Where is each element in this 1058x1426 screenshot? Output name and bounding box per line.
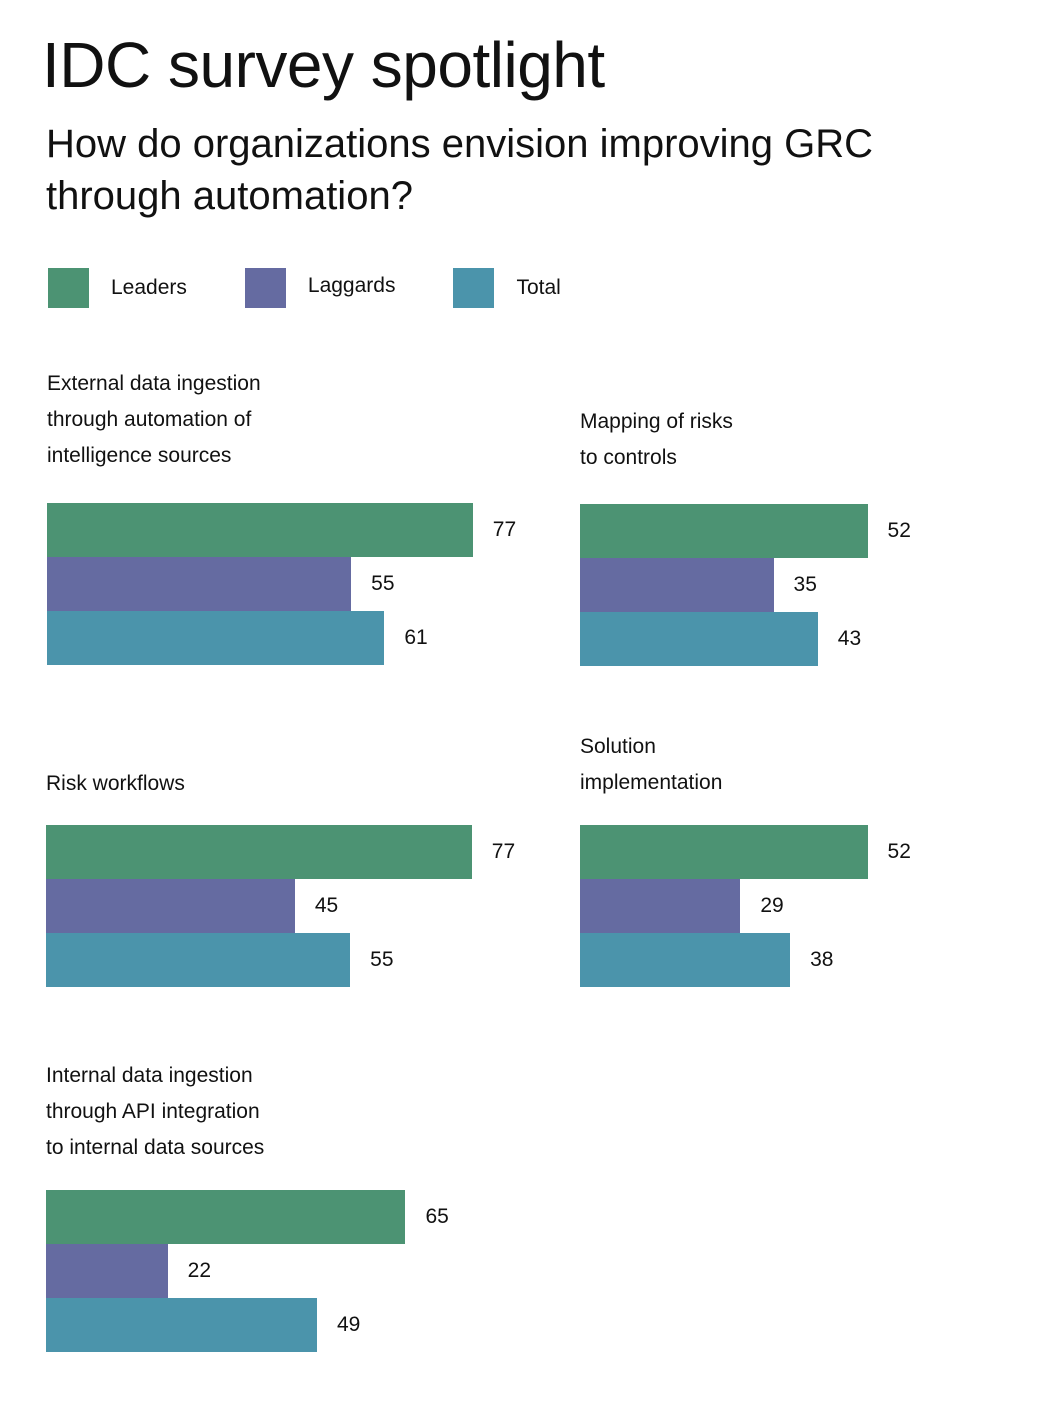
data-label-leaders: 77 bbox=[492, 518, 517, 541]
bar-total bbox=[46, 933, 351, 987]
legend: Leaders Laggards Total bbox=[48, 268, 619, 308]
data-label-leaders: 52 bbox=[887, 519, 911, 542]
bar-total bbox=[46, 1298, 317, 1352]
bar-leaders bbox=[46, 1190, 406, 1244]
data-label-total: 38 bbox=[810, 948, 834, 971]
bar-laggards bbox=[47, 557, 352, 611]
data-label-leaders: 52 bbox=[887, 840, 911, 863]
legend-item-leaders: Leaders bbox=[48, 268, 187, 308]
bar-leaders bbox=[580, 504, 868, 558]
bar-leaders bbox=[46, 825, 472, 879]
bar-laggards bbox=[46, 1244, 168, 1298]
data-label-laggards: 55 bbox=[371, 572, 395, 595]
panel-title: Mapping of risks to controls bbox=[580, 410, 733, 469]
data-label-laggards: 35 bbox=[793, 573, 817, 596]
legend-swatch-total bbox=[453, 268, 495, 308]
bar-total bbox=[47, 611, 385, 665]
page-title: IDC survey spotlight bbox=[42, 29, 605, 101]
bar-total bbox=[580, 612, 818, 666]
legend-swatch-leaders bbox=[48, 268, 89, 308]
data-label-total: 55 bbox=[370, 948, 394, 971]
bar-leaders bbox=[580, 825, 868, 879]
panel-title: Risk workflows bbox=[46, 772, 185, 795]
bar-leaders bbox=[47, 503, 473, 557]
data-label-total: 61 bbox=[404, 626, 428, 649]
bar-laggards bbox=[46, 879, 295, 933]
data-label-leaders: 77 bbox=[491, 840, 516, 863]
data-label-laggards: 45 bbox=[314, 894, 339, 917]
data-label-leaders: 65 bbox=[425, 1205, 449, 1228]
legend-item-laggards: Laggards bbox=[244, 264, 396, 308]
data-label-laggards: 22 bbox=[187, 1259, 212, 1282]
legend-swatch-laggards bbox=[244, 268, 286, 308]
data-label-total: 43 bbox=[837, 627, 862, 650]
bar-laggards bbox=[580, 879, 741, 933]
bar-laggards bbox=[580, 558, 774, 612]
panel-title: Internal data ingestion through API inte… bbox=[46, 1064, 265, 1159]
panel-title: Solution implementation bbox=[580, 735, 723, 794]
data-label-total: 49 bbox=[336, 1313, 361, 1336]
legend-label: Laggards bbox=[307, 274, 396, 297]
legend-label: Leaders bbox=[111, 276, 187, 299]
bar-total bbox=[580, 933, 791, 987]
data-label-laggards: 29 bbox=[760, 894, 784, 917]
legend-label: Total bbox=[516, 276, 561, 299]
legend-item-total: Total bbox=[453, 268, 561, 308]
panel-title: External data ingestion through automati… bbox=[47, 372, 261, 467]
page-subtitle: How do organizations envision improving … bbox=[46, 122, 874, 218]
